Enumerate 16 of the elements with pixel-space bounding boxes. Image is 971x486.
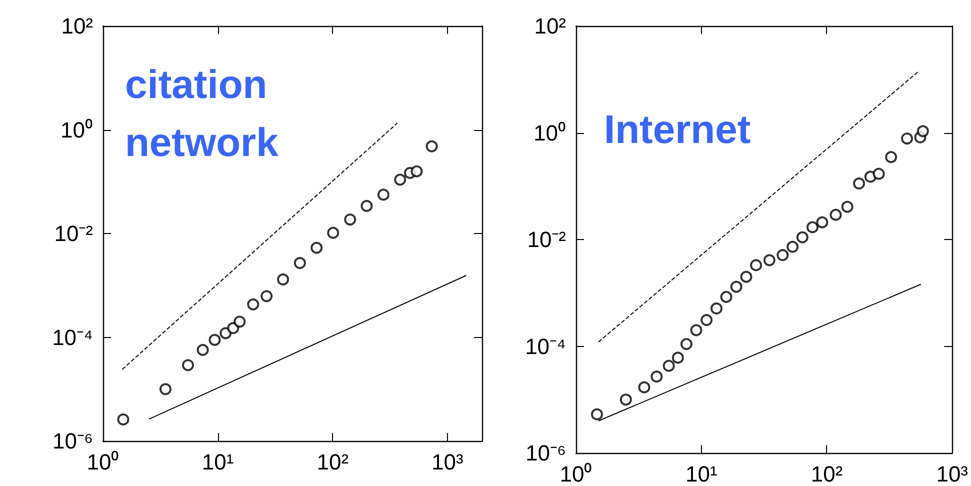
x-tick-label: 10¹ (685, 462, 718, 486)
y-tick-label: 10⁻⁴ (52, 324, 93, 350)
y-tick-label: 10⁻² (527, 227, 566, 252)
x-tick-label: 10³ (936, 462, 968, 486)
x-tick-label: 10² (810, 462, 843, 486)
y-tick-label: 10² (61, 14, 93, 38)
y-tick-label: 10⁻² (54, 221, 93, 246)
annotation: Internet (604, 108, 751, 152)
y-tick-label: 10⁻⁴ (525, 334, 566, 359)
x-tick-label: 10² (316, 450, 349, 474)
x-tick-label: 10³ (432, 450, 464, 474)
y-tick-label: 10⁰ (60, 117, 93, 142)
y-tick-label: 10⁰ (534, 120, 566, 146)
x-tick-label: 10¹ (202, 450, 234, 474)
y-tick-label: 10² (534, 14, 566, 38)
annotation: citation network (125, 63, 280, 165)
